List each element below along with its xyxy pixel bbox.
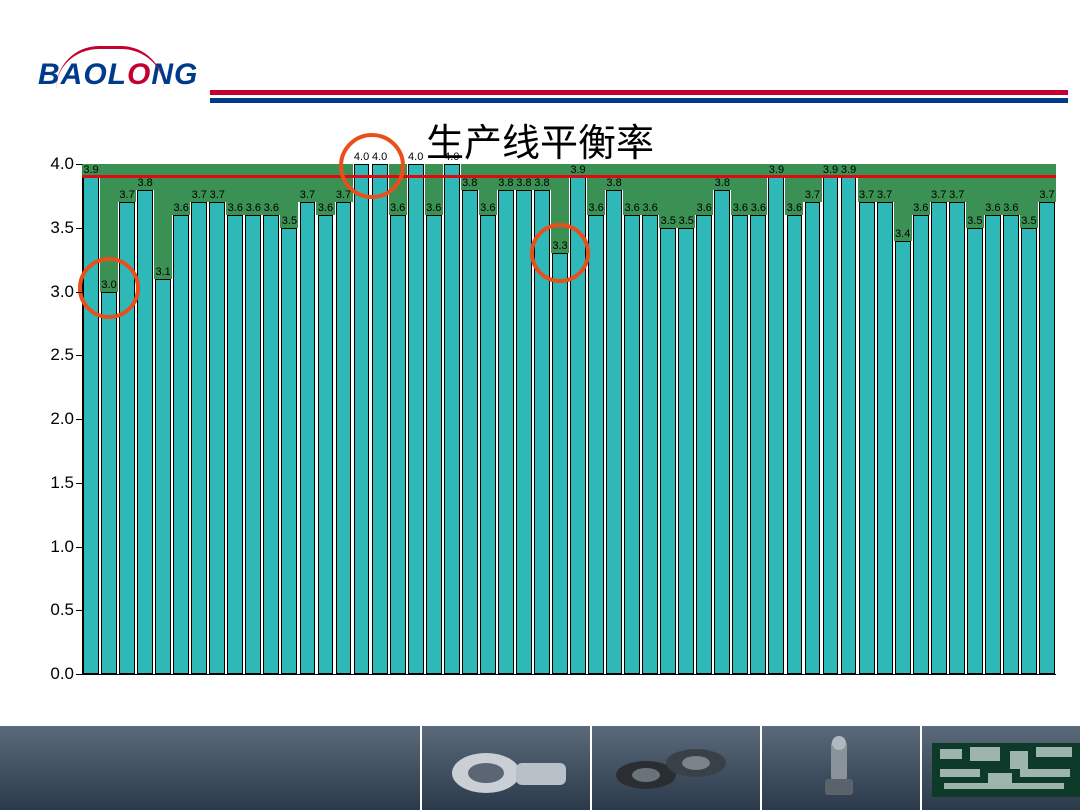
balance-rate-chart: 3.93.03.73.83.13.63.73.73.63.63.63.53.73…	[28, 158, 1056, 692]
y-tick-label: 0.5	[28, 600, 74, 620]
plot-area: 3.93.03.73.83.13.63.73.73.63.63.63.53.73…	[82, 164, 1056, 674]
y-tick-label: 3.5	[28, 218, 74, 238]
y-tick-label: 0.0	[28, 664, 74, 684]
highlight-circles	[82, 164, 1056, 674]
y-tick-label: 4.0	[28, 154, 74, 174]
highlight-circle	[339, 133, 405, 199]
y-tick-label: 2.5	[28, 345, 74, 365]
y-tick-label: 2.0	[28, 409, 74, 429]
x-axis	[82, 674, 1056, 675]
highlight-circle	[530, 223, 590, 283]
brand-logo: BAOLONG	[38, 58, 198, 92]
footer-image-strip	[0, 726, 1080, 810]
data-label: 4.0	[408, 151, 423, 163]
header-divider	[210, 90, 1068, 103]
logo-arc-icon	[56, 46, 164, 89]
y-tick-label: 1.0	[28, 537, 74, 557]
footer-panel	[590, 726, 760, 810]
y-tick-label: 1.5	[28, 473, 74, 493]
y-tick-label: 3.0	[28, 282, 74, 302]
data-label: 4.0	[444, 151, 459, 163]
footer-panel	[920, 726, 1080, 810]
footer-panel	[760, 726, 920, 810]
footer-panel	[420, 726, 590, 810]
highlight-circle	[78, 257, 140, 319]
